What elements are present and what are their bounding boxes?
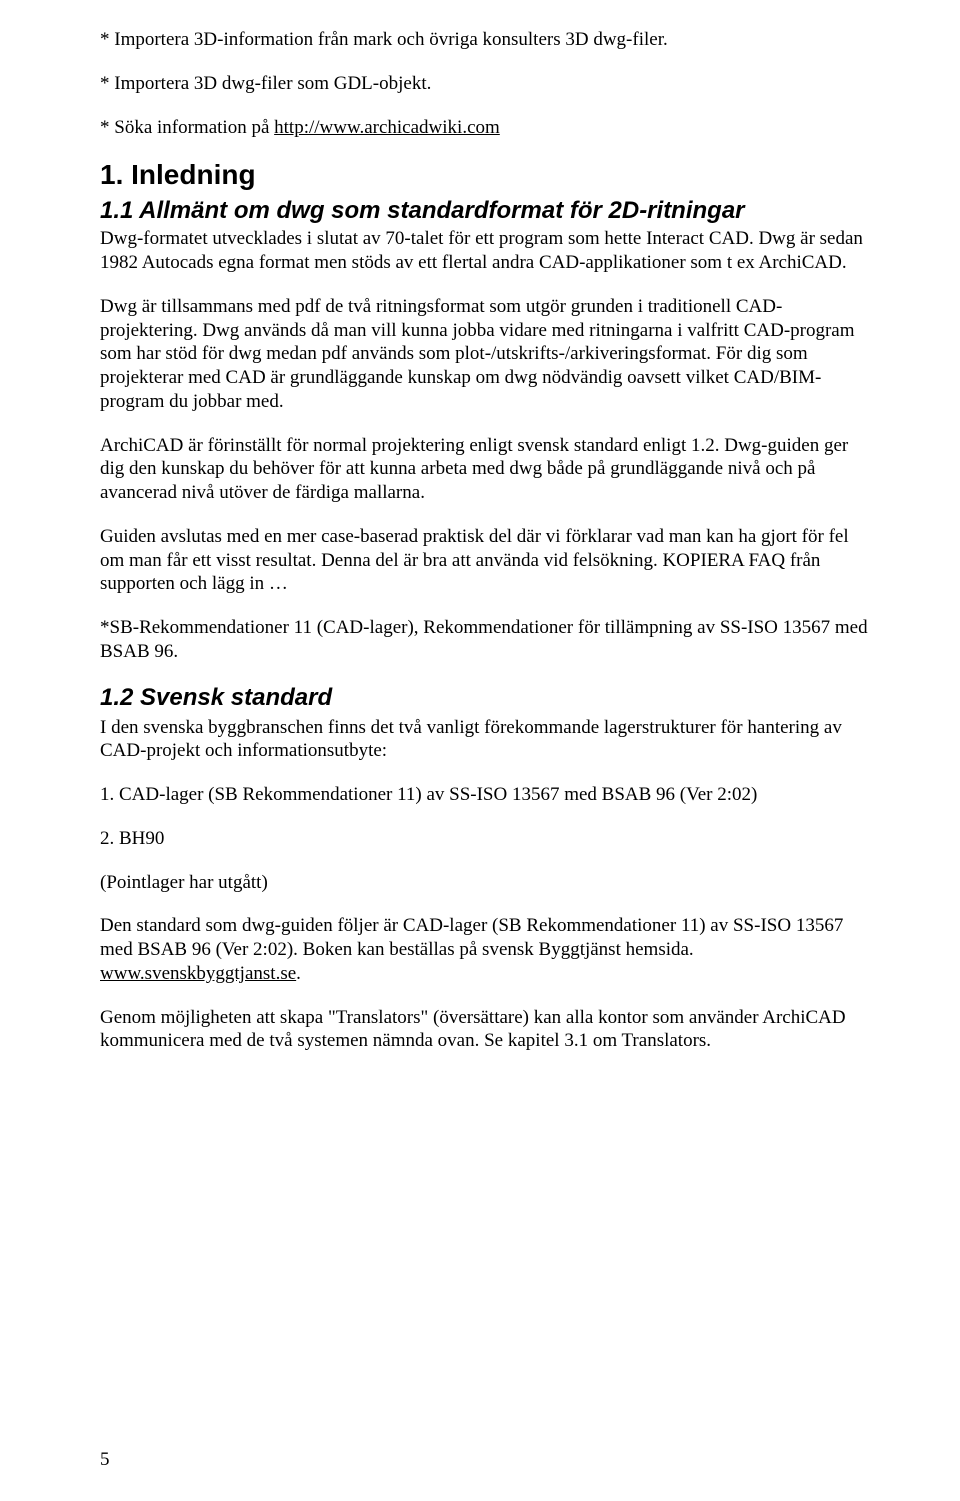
section1-2-p4: Genom möjligheten att skapa "Translators… [100, 1006, 870, 1054]
section1-2-p1: I den svenska byggbranschen finns det tv… [100, 716, 870, 764]
list-item-1: 1. CAD-lager (SB Rekommendationer 11) av… [100, 783, 870, 807]
svenskbyggtjanst-link[interactable]: www.svenskbyggtjanst.se [100, 963, 296, 984]
heading-1-2: 1.2 Svensk standard [100, 684, 870, 712]
heading-inledning: 1. Inledning [100, 159, 870, 191]
intro-bullet-3: * Söka information på http://www.archica… [100, 116, 870, 140]
section1-p4: Guiden avslutas med en mer case-baserad … [100, 525, 870, 596]
document-page: * Importera 3D-information från mark och… [0, 0, 960, 1501]
section1-2-p3-suffix: . [296, 963, 301, 984]
section1-2-p3-prefix: Den standard som dwg-guiden följer är CA… [100, 915, 843, 960]
intro-bullet-2: * Importera 3D dwg-filer som GDL-objekt. [100, 72, 870, 96]
section1-p2: Dwg är tillsammans med pdf de två ritnin… [100, 295, 870, 414]
section1-p1: Dwg-formatet utvecklades i slutat av 70-… [100, 227, 870, 275]
section1-2-p2: (Pointlager har utgått) [100, 871, 870, 895]
section1-2-p3: Den standard som dwg-guiden följer är CA… [100, 914, 870, 985]
section1-p3: ArchiCAD är förinställt för normal proje… [100, 434, 870, 505]
intro-bullet-3-prefix: * Söka information på [100, 117, 274, 138]
heading-1-1: 1.1 Allmänt om dwg som standardformat fö… [100, 197, 745, 224]
archicadwiki-link[interactable]: http://www.archicadwiki.com [274, 117, 500, 138]
intro-bullet-1: * Importera 3D-information från mark och… [100, 28, 870, 52]
section1-p5: *SB-Rekommendationer 11 (CAD-lager), Rek… [100, 616, 870, 664]
list-item-2: 2. BH90 [100, 827, 870, 851]
page-number: 5 [100, 1449, 110, 1471]
